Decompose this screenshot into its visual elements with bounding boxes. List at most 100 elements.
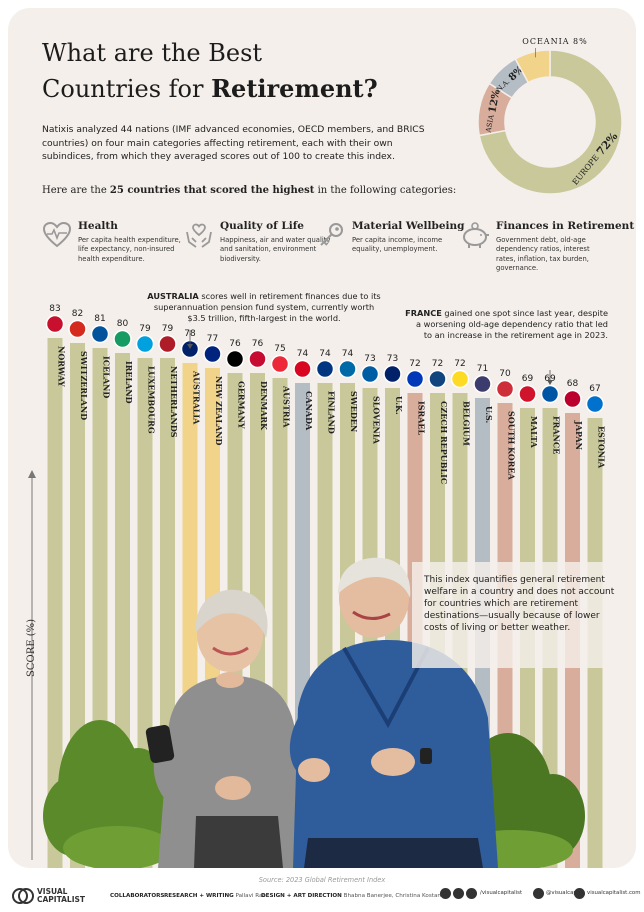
heart-pulse-icon — [42, 221, 72, 248]
category-desc: Government debt, old-age dependency rati… — [496, 236, 590, 273]
value-label: 75 — [274, 344, 285, 354]
collaborators-label: COLLABORATORS — [110, 893, 164, 899]
value-label: 68 — [567, 379, 579, 389]
category-title: Health — [78, 220, 118, 232]
category-label: ICELAND — [102, 356, 112, 398]
collaborators-text: COLLABORATORS — [110, 893, 165, 899]
value-label: 74 — [342, 349, 354, 359]
brand-line2: CAPITALIST — [37, 895, 86, 904]
category-label: SWEDEN — [349, 391, 359, 432]
value-label: 72 — [454, 359, 465, 369]
flag-icon — [540, 384, 560, 404]
value-label: 72 — [409, 359, 420, 369]
flag-icon — [45, 314, 65, 334]
category-desc: Per capita health expenditure, life expe… — [78, 236, 181, 263]
category-label: AUSTRALIA — [192, 370, 202, 425]
lead-post: in the following categories: — [314, 185, 457, 196]
man-figure — [289, 557, 498, 868]
category-title: Finances in Retirement — [496, 220, 635, 232]
value-label: 67 — [589, 384, 600, 394]
infographic-card: What are the Best Countries for Retireme… — [8, 8, 636, 868]
social-handle-fb[interactable]: /visualcapitalist — [480, 890, 523, 896]
flag-icon — [158, 334, 177, 354]
annotation-france: FRANCE gained one spot since last year, … — [384, 308, 608, 341]
category-label: NEW ZEALAND — [214, 376, 224, 445]
value-label: 79 — [139, 324, 151, 334]
note-box: This index quantifies general retirement… — [412, 562, 636, 668]
flag-icon — [383, 364, 402, 384]
category-label: AUSTRIA — [282, 385, 292, 428]
flag-icon — [248, 349, 267, 369]
category-label: CZECH REPUBLIC — [439, 401, 449, 484]
facebook-icon[interactable] — [440, 888, 451, 899]
value-label: 72 — [432, 359, 443, 369]
flag-icon — [405, 369, 425, 389]
category-label: IRELAND — [124, 361, 134, 404]
title-line2-bold: Retirement? — [211, 74, 378, 103]
intro-text: Natixis analyzed 44 nations (IMF advance… — [42, 124, 425, 162]
woman-figure — [145, 589, 304, 868]
flag-icon — [68, 319, 87, 339]
flag-icon — [135, 334, 155, 354]
annotation-france-line2: a worsening old-age dependency ratio tha… — [416, 319, 608, 329]
design-label: DESIGN + ART DIRECTION — [261, 893, 342, 899]
value-label: 76 — [252, 339, 264, 349]
value-label: 69 — [544, 374, 556, 384]
flag-icon — [518, 384, 537, 404]
donut-label: OCEANIA 8% — [522, 37, 587, 46]
category-label: JAPAN — [574, 420, 584, 450]
flag-icon — [315, 359, 335, 379]
linkedin-icon[interactable] — [466, 888, 477, 899]
flag-icon — [338, 359, 357, 379]
category-label: BELGIUM — [462, 401, 472, 446]
category-label: MALTA — [529, 416, 539, 449]
category-label: SOUTH KOREA — [507, 411, 517, 480]
category-title: Material Wellbeing — [352, 220, 465, 232]
category-label: GERMANY — [237, 381, 247, 429]
youtube-icon[interactable] — [453, 888, 464, 899]
instagram-icon[interactable] — [533, 888, 544, 899]
visual-capitalist-logo-icon — [12, 888, 34, 904]
value-label: 83 — [49, 304, 60, 314]
piggy-bank-icon — [463, 222, 489, 248]
flag-icon — [428, 369, 447, 389]
value-label: 80 — [117, 319, 129, 329]
flag-icon — [563, 389, 582, 409]
flag-icon — [180, 339, 200, 359]
value-label: 74 — [319, 349, 331, 359]
annotation-australia-line3: $3.5 trillion, fifth-largest in the worl… — [187, 313, 341, 323]
annotation-france-bold: FRANCE — [405, 308, 442, 318]
note-text: This index quantifies general retirement… — [424, 575, 615, 633]
value-label: 74 — [297, 349, 309, 359]
website-link[interactable]: visualcapitalist.com — [587, 890, 641, 896]
flag-icon — [585, 394, 605, 414]
value-label: 82 — [72, 309, 83, 319]
annotation-australia: AUSTRALIA scores well in retirement fina… — [124, 291, 404, 324]
lead-pre: Here are the — [42, 185, 110, 196]
value-label: 78 — [184, 329, 196, 339]
social-handle-ig[interactable]: @visualcap — [546, 890, 577, 896]
flag-icon — [473, 374, 492, 394]
design-credit: DESIGN + ART DIRECTION Bhabna Banerjee, … — [261, 893, 446, 899]
category-label: LUXEMBOURG — [147, 366, 157, 434]
category-label: DENMARK — [259, 381, 269, 431]
value-label: 73 — [387, 354, 398, 364]
value-label: 76 — [229, 339, 241, 349]
globe-icon[interactable] — [574, 888, 585, 899]
category-label: FINLAND — [327, 391, 337, 434]
annotation-france-line1: gained one spot since last year, despite — [441, 308, 608, 318]
flag-icon — [225, 349, 245, 369]
lead-bold: 25 countries that scored the highest — [109, 185, 315, 196]
y-axis-arrow — [28, 470, 36, 478]
bar-norway — [47, 338, 63, 868]
research-credit: RESEARCH + WRITING Pallavi Rao — [164, 893, 266, 899]
flag-icon — [270, 354, 290, 374]
lead-text: Here are the 25 countries that scored th… — [42, 185, 602, 196]
annotation-australia-line1: scores well in retirement finances due t… — [198, 291, 381, 301]
category-label: U.K. — [394, 396, 404, 415]
slice-oceania — [514, 49, 551, 84]
key-icon — [320, 223, 343, 246]
category-label: ISRAEL — [417, 401, 427, 435]
flag-icon — [360, 364, 380, 384]
